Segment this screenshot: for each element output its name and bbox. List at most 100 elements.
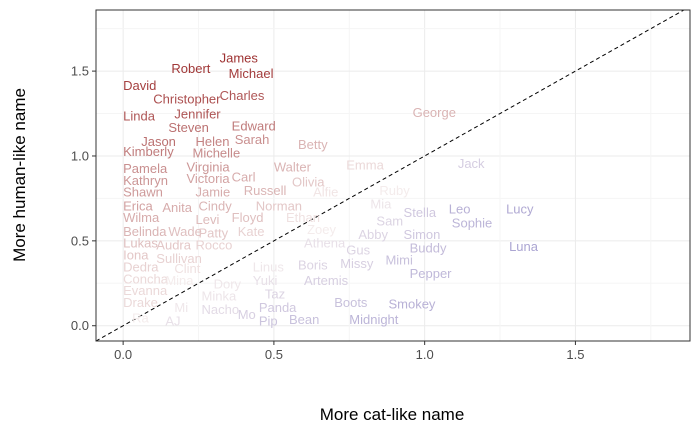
point-label: Mi [174,300,188,315]
point-label: Jamie [196,185,231,200]
y-tick-label: 1.5 [71,64,89,79]
x-axis-ticks: 0.0 0.5 1.0 1.5 [114,341,584,362]
point-label: Charles [220,88,265,103]
point-label: Boots [334,295,368,310]
point-label: Leo [449,202,471,217]
plot-border [95,9,691,342]
point-label: Yuki [253,273,278,288]
y-tick-label: 1.0 [71,148,89,163]
x-tick-label: 0.0 [114,347,132,362]
point-label: Virginia [186,159,230,174]
point-label: George [413,105,456,120]
point-label: Buddy [410,241,447,256]
point-label: Linus [253,259,285,274]
point-label: Victoria [186,171,230,186]
point-label: Kathryn [123,173,168,188]
point-label: Bean [289,312,319,327]
point-label: Sarah [235,132,270,147]
point-label: Lukas [123,236,158,251]
point-label: Sam [376,214,403,229]
y-axis-title: More human-like name [10,88,29,262]
point-label: Olivia [292,175,325,190]
x-tick-label: 1.0 [416,347,434,362]
point-label: Taz [265,287,285,302]
point-label: Pamela [123,161,168,176]
point-label: Minka [202,288,237,303]
point-label: Ethan [286,210,320,225]
point-label: Mimi [385,253,413,268]
point-label: Midnight [349,312,399,327]
point-label: Emma [346,158,384,173]
point-label: Drake [123,295,158,310]
point-label: Dory [214,276,242,291]
point-label: Ra [132,310,149,325]
point-label: Luna [509,239,539,254]
point-label: Norman [256,198,302,213]
point-label: Jennifer [174,107,221,122]
point-label: Pip [259,314,278,329]
point-label: Kimberly [123,144,174,159]
point-label: Steven [168,120,208,135]
point-label: Carl [232,169,256,184]
point-label: Lucy [506,202,534,217]
point-label: Robert [171,61,210,76]
point-label: Wade [168,224,201,239]
point-label: Wilma [123,210,160,225]
point-label: Dedra [123,259,159,274]
point-label: Rocco [196,237,233,252]
point-label: Floyd [232,210,264,225]
point-label: Alfie [313,185,338,200]
point-label: AJ [165,314,180,329]
point-label: Walter [274,159,312,174]
point-label: Zoey [307,222,336,237]
point-label: Stella [404,205,437,220]
point-label: Evanna [123,283,168,298]
point-label: Jason [141,134,176,149]
point-label: Michelle [192,146,240,161]
point-labels: James Robert Michael David CharlesChristophe… [123,51,539,329]
point-label: Kate [238,224,265,239]
point-label: Mina [165,273,194,288]
x-axis-title: More cat-like name [320,405,465,424]
point-label: James [220,51,259,66]
point-label: Simon [404,227,441,242]
point-label: Iona [123,248,149,263]
y-axis-ticks: 0.0 0.5 1.0 1.5 [71,64,96,333]
point-label: David [123,78,156,93]
point-label: Abby [358,227,388,242]
point-label: Sophie [452,215,492,230]
point-label: Edward [232,119,276,134]
point-label: Smokey [388,297,435,312]
point-label: Nacho [202,302,240,317]
point-label: Boris [298,258,328,273]
point-label: Mia [370,197,392,212]
point-label: Clint [174,261,200,276]
point-label: Anita [162,200,192,215]
point-label: Christopher [153,91,221,106]
grid [96,10,690,341]
point-label: Erica [123,198,153,213]
y-tick-label: 0.0 [71,318,89,333]
point-label: Michael [229,66,274,81]
point-label: Betty [298,137,328,152]
point-label: Missy [340,256,374,271]
point-label: Athena [304,236,346,251]
point-label: Audra [156,237,191,252]
point-label: Jack [458,156,485,171]
point-label: Linda [123,108,156,123]
point-label: Sullivan [156,251,202,266]
x-tick-label: 1.5 [566,347,584,362]
point-label: Gus [346,242,370,257]
reference-diagonal-line [95,9,685,342]
point-label: Shawn [123,185,163,200]
point-label: Pepper [410,266,453,281]
point-label: Helen [196,134,230,149]
point-label: Cindy [199,198,233,213]
point-label: Panda [259,300,297,315]
point-label: Belinda [123,224,167,239]
point-label: Ruby [379,183,410,198]
point-label: Concha [123,271,169,286]
x-tick-label: 0.5 [265,347,283,362]
y-tick-label: 0.5 [71,233,89,248]
